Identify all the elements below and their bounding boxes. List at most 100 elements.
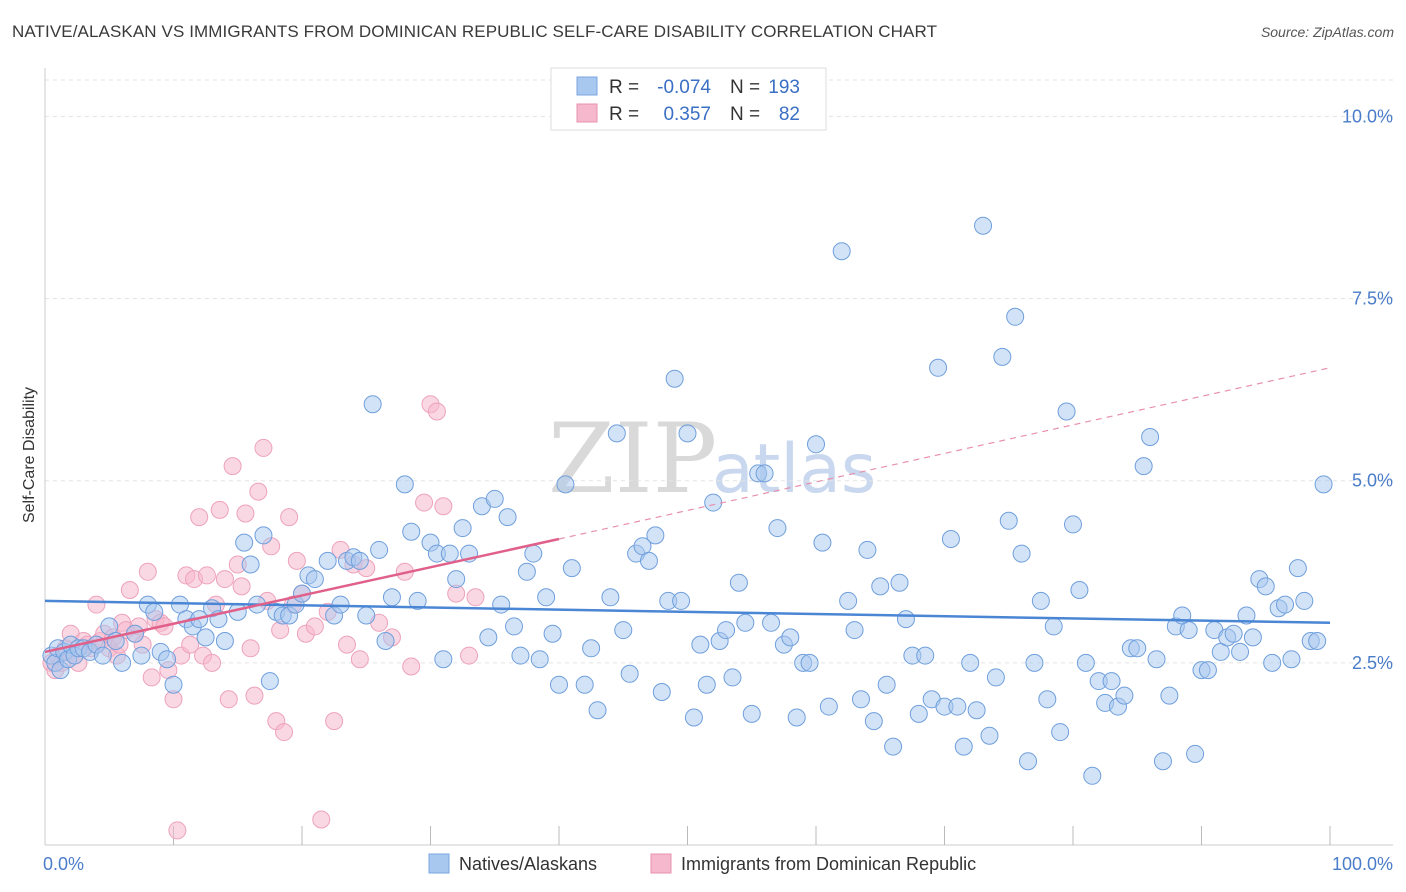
data-point-natives [357, 606, 376, 625]
data-point-natives [1256, 577, 1275, 596]
data-point-natives [614, 621, 633, 640]
data-point-dominican [215, 570, 234, 589]
data-point-dominican [168, 821, 187, 840]
data-point-natives [1115, 686, 1134, 705]
data-point-dominican [350, 650, 369, 669]
data-point-natives [884, 737, 903, 756]
y-tick-label: 2.5% [1352, 653, 1393, 673]
data-point-natives [1083, 766, 1102, 785]
data-point-natives [819, 697, 838, 716]
data-point-natives [1243, 628, 1262, 647]
legend-swatch-pink [576, 103, 598, 123]
data-point-natives [1057, 402, 1076, 421]
data-point-natives [697, 675, 716, 694]
data-point-natives [1308, 632, 1327, 650]
data-point-natives [1128, 639, 1147, 658]
data-point-natives [961, 653, 980, 672]
data-point-natives [1051, 723, 1070, 742]
data-point-natives [1064, 515, 1082, 534]
data-point-natives [646, 526, 665, 545]
data-point-natives [742, 704, 761, 723]
data-point-dominican [287, 551, 306, 570]
data-point-natives [145, 602, 164, 621]
chart-title: NATIVE/ALASKAN VS IMMIGRANTS FROM DOMINI… [12, 22, 938, 41]
trend-lines [44, 367, 1331, 654]
data-point-dominican [402, 657, 421, 676]
y-tick-label: 5.0% [1352, 471, 1393, 491]
gridlines [45, 79, 1393, 664]
data-point-natives [582, 639, 601, 658]
data-point-natives [1147, 650, 1166, 669]
data-point-natives [550, 675, 568, 694]
data-point-natives [896, 610, 915, 629]
data-point-natives [479, 628, 498, 647]
data-point-natives [1070, 581, 1089, 599]
data-point-natives [1282, 650, 1301, 669]
data-point-natives [408, 591, 427, 610]
data-point-natives [1288, 559, 1307, 578]
data-point-natives [877, 675, 896, 694]
data-point-natives [678, 424, 697, 443]
data-point-natives [241, 555, 260, 574]
data-point-natives [800, 653, 819, 672]
legend-swatch-blue [576, 76, 598, 96]
data-point-natives [813, 533, 832, 552]
data-point-dominican [254, 438, 273, 457]
data-point-natives [1012, 544, 1031, 563]
data-point-natives [762, 613, 781, 632]
legend-swatch-natives [428, 853, 450, 874]
data-point-natives [376, 632, 395, 650]
data-point-natives [196, 628, 215, 647]
y-tick-label: 10.0% [1342, 106, 1393, 126]
data-point-natives [601, 588, 620, 607]
series-natives-alaskans [42, 216, 1333, 785]
chart-source: Source: ZipAtlas.com [1260, 24, 1394, 40]
data-point-natives [639, 551, 658, 570]
data-point-natives [158, 650, 177, 669]
y-tick-labels: 2.5% 5.0% 7.5% 10.0% [1342, 106, 1393, 672]
data-point-natives [1198, 661, 1217, 680]
correlation-legend: R = -0.074 N = 193 R = 0.357 N = 82 [550, 67, 827, 131]
data-point-natives [402, 522, 421, 541]
data-point-natives [1044, 617, 1063, 636]
data-point-natives [864, 712, 883, 731]
data-point-natives [492, 595, 511, 614]
data-point-dominican [337, 635, 356, 654]
data-point-natives [781, 628, 800, 647]
data-point-natives [980, 726, 999, 745]
data-point-natives [537, 588, 556, 607]
legend-swatch-dominican [650, 853, 672, 874]
data-point-dominican [245, 686, 264, 705]
data-point-natives [318, 551, 337, 570]
data-point-natives [941, 530, 960, 548]
data-point-natives [254, 526, 273, 545]
data-point-dominican [203, 653, 222, 672]
data-point-natives [511, 646, 530, 665]
data-point-natives [363, 395, 382, 414]
data-point-natives [305, 570, 324, 589]
data-point-dominican [138, 562, 157, 581]
data-point-natives [556, 475, 575, 494]
data-point-dominican [210, 500, 229, 519]
axes [44, 68, 1393, 846]
data-point-natives [768, 519, 787, 538]
data-point-natives [1006, 307, 1025, 326]
data-point-natives [890, 573, 909, 592]
legend-n-value-2: 82 [779, 104, 800, 125]
data-point-natives [916, 646, 935, 665]
data-point-natives [967, 701, 986, 720]
data-point-natives [1179, 621, 1198, 640]
data-point-dominican [197, 566, 216, 585]
watermark-atlas: atlas [712, 430, 876, 509]
data-point-natives [999, 511, 1018, 530]
data-point-dominican [223, 457, 242, 476]
data-point-natives [607, 424, 626, 443]
data-point-natives [807, 435, 825, 454]
data-point-natives [986, 668, 1005, 687]
data-point-natives [717, 621, 736, 640]
data-point-natives [684, 708, 703, 727]
legend-r-label-1: R = [609, 77, 639, 98]
data-point-natives [132, 646, 151, 665]
data-point-dominican [325, 712, 344, 731]
legend-r-value-2: 0.357 [663, 104, 711, 125]
